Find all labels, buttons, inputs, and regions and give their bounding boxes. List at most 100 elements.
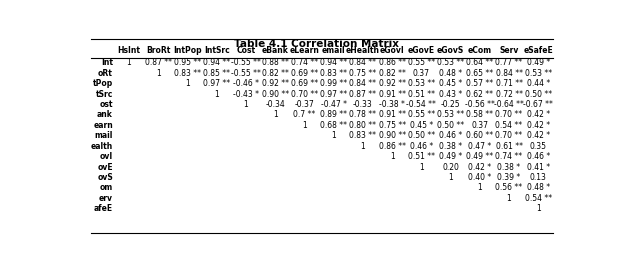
Text: 0.75 **: 0.75 ** [349, 69, 376, 78]
Text: 1: 1 [536, 204, 540, 213]
Text: 0.45 *: 0.45 * [410, 121, 433, 130]
Text: 0.64 **: 0.64 ** [466, 58, 494, 67]
Text: 0.97 **: 0.97 ** [320, 90, 347, 99]
Text: 0.71 **: 0.71 ** [495, 79, 523, 88]
Text: Cost: Cost [236, 47, 255, 56]
Text: 1: 1 [478, 183, 482, 192]
Text: 0.91 **: 0.91 ** [379, 111, 405, 120]
Text: 0.83 **: 0.83 ** [320, 69, 347, 78]
Text: 0.92 **: 0.92 ** [262, 79, 289, 88]
Text: tPop: tPop [93, 79, 113, 88]
Text: erv: erv [99, 194, 113, 203]
Text: 0.38 *: 0.38 * [439, 142, 462, 151]
Text: 0.90 **: 0.90 ** [262, 90, 289, 99]
Text: tSrc: tSrc [96, 90, 113, 99]
Text: eGovE: eGovE [408, 47, 435, 56]
Text: Table 4.1 Correlation Matrix: Table 4.1 Correlation Matrix [234, 39, 399, 49]
Text: 0.53 **: 0.53 ** [524, 69, 552, 78]
Text: 1: 1 [273, 111, 278, 120]
Text: 1: 1 [126, 58, 131, 67]
Text: eGovS: eGovS [437, 47, 464, 56]
Text: 0.86 **: 0.86 ** [379, 142, 405, 151]
Text: 0.62 **: 0.62 ** [466, 90, 494, 99]
Text: 0.77 **: 0.77 ** [495, 58, 523, 67]
Text: oRt: oRt [98, 69, 113, 78]
Text: 0.69 **: 0.69 ** [291, 79, 318, 88]
Text: 1: 1 [185, 79, 190, 88]
Text: 0.92 **: 0.92 ** [379, 79, 405, 88]
Text: 1: 1 [390, 152, 394, 161]
Text: 0.99 **: 0.99 ** [320, 79, 347, 88]
Text: 0.42 *: 0.42 * [468, 163, 491, 172]
Text: 0.90 **: 0.90 ** [379, 131, 406, 140]
Text: 1: 1 [507, 194, 511, 203]
Text: -0.56 **: -0.56 ** [465, 100, 495, 109]
Text: eLearn: eLearn [289, 47, 320, 56]
Text: 0.83 **: 0.83 ** [174, 69, 201, 78]
Text: eSafeE: eSafeE [523, 47, 553, 56]
Text: 0.37: 0.37 [413, 69, 430, 78]
Text: mail: mail [94, 131, 113, 140]
Text: 0.49 **: 0.49 ** [466, 152, 494, 161]
Text: 0.74 **: 0.74 ** [291, 58, 318, 67]
Text: ealth: ealth [91, 142, 113, 151]
Text: 0.48 *: 0.48 * [439, 69, 462, 78]
Text: 0.94 **: 0.94 ** [203, 58, 230, 67]
Text: 0.39 *: 0.39 * [497, 173, 521, 182]
Text: 0.84 **: 0.84 ** [349, 58, 376, 67]
Text: 1: 1 [419, 163, 424, 172]
Text: 1: 1 [448, 173, 453, 182]
Text: 0.50 **: 0.50 ** [524, 90, 552, 99]
Text: -0.46 *: -0.46 * [233, 79, 259, 88]
Text: 0.51 **: 0.51 ** [408, 152, 435, 161]
Text: 0.82 **: 0.82 ** [379, 69, 405, 78]
Text: 0.50 **: 0.50 ** [437, 121, 464, 130]
Text: 0.53 **: 0.53 ** [437, 58, 464, 67]
Text: 0.88 **: 0.88 ** [262, 58, 289, 67]
Text: 0.37: 0.37 [471, 121, 488, 130]
Text: IntPop: IntPop [173, 47, 202, 56]
Text: 0.95 **: 0.95 ** [174, 58, 201, 67]
Text: 0.91 **: 0.91 ** [379, 90, 405, 99]
Text: 0.42 *: 0.42 * [527, 131, 550, 140]
Text: 0.13: 0.13 [530, 173, 547, 182]
Text: -0.25: -0.25 [441, 100, 460, 109]
Text: -0.47 *: -0.47 * [321, 100, 347, 109]
Text: 0.69 **: 0.69 ** [291, 69, 318, 78]
Text: email: email [322, 47, 346, 56]
Text: 0.87 **: 0.87 ** [349, 90, 376, 99]
Text: 0.74 **: 0.74 ** [495, 152, 523, 161]
Text: 0.54 **: 0.54 ** [495, 121, 523, 130]
Text: BroRt: BroRt [146, 47, 170, 56]
Text: eGovI: eGovI [379, 47, 405, 56]
Text: 0.49 *: 0.49 * [527, 58, 550, 67]
Text: IntSrc: IntSrc [204, 47, 230, 56]
Text: 0.43 *: 0.43 * [439, 90, 462, 99]
Text: 0.83 **: 0.83 ** [349, 131, 376, 140]
Text: ank: ank [97, 111, 113, 120]
Text: -0.38 *: -0.38 * [379, 100, 405, 109]
Text: Serv: Serv [499, 47, 519, 56]
Text: 0.47 *: 0.47 * [468, 142, 492, 151]
Text: 0.44 *: 0.44 * [527, 79, 550, 88]
Text: 0.7 **: 0.7 ** [293, 111, 315, 120]
Text: 0.20: 0.20 [442, 163, 459, 172]
Text: 0.70 **: 0.70 ** [495, 131, 523, 140]
Text: Int: Int [101, 58, 113, 67]
Text: -0.54 **: -0.54 ** [407, 100, 436, 109]
Text: 0.38 *: 0.38 * [497, 163, 521, 172]
Text: -0.64 **: -0.64 ** [494, 100, 524, 109]
Text: ovE: ovE [97, 163, 113, 172]
Text: eHealth: eHealth [346, 47, 380, 56]
Text: -0.33: -0.33 [353, 100, 373, 109]
Text: -0.34: -0.34 [265, 100, 285, 109]
Text: 0.82 **: 0.82 ** [262, 69, 289, 78]
Text: -0.67 **: -0.67 ** [523, 100, 553, 109]
Text: afeE: afeE [94, 204, 113, 213]
Text: 0.42 *: 0.42 * [527, 121, 550, 130]
Text: 0.78 **: 0.78 ** [349, 111, 376, 120]
Text: om: om [100, 183, 113, 192]
Text: 0.94 **: 0.94 ** [320, 58, 347, 67]
Text: earn: earn [93, 121, 113, 130]
Text: ost: ost [99, 100, 113, 109]
